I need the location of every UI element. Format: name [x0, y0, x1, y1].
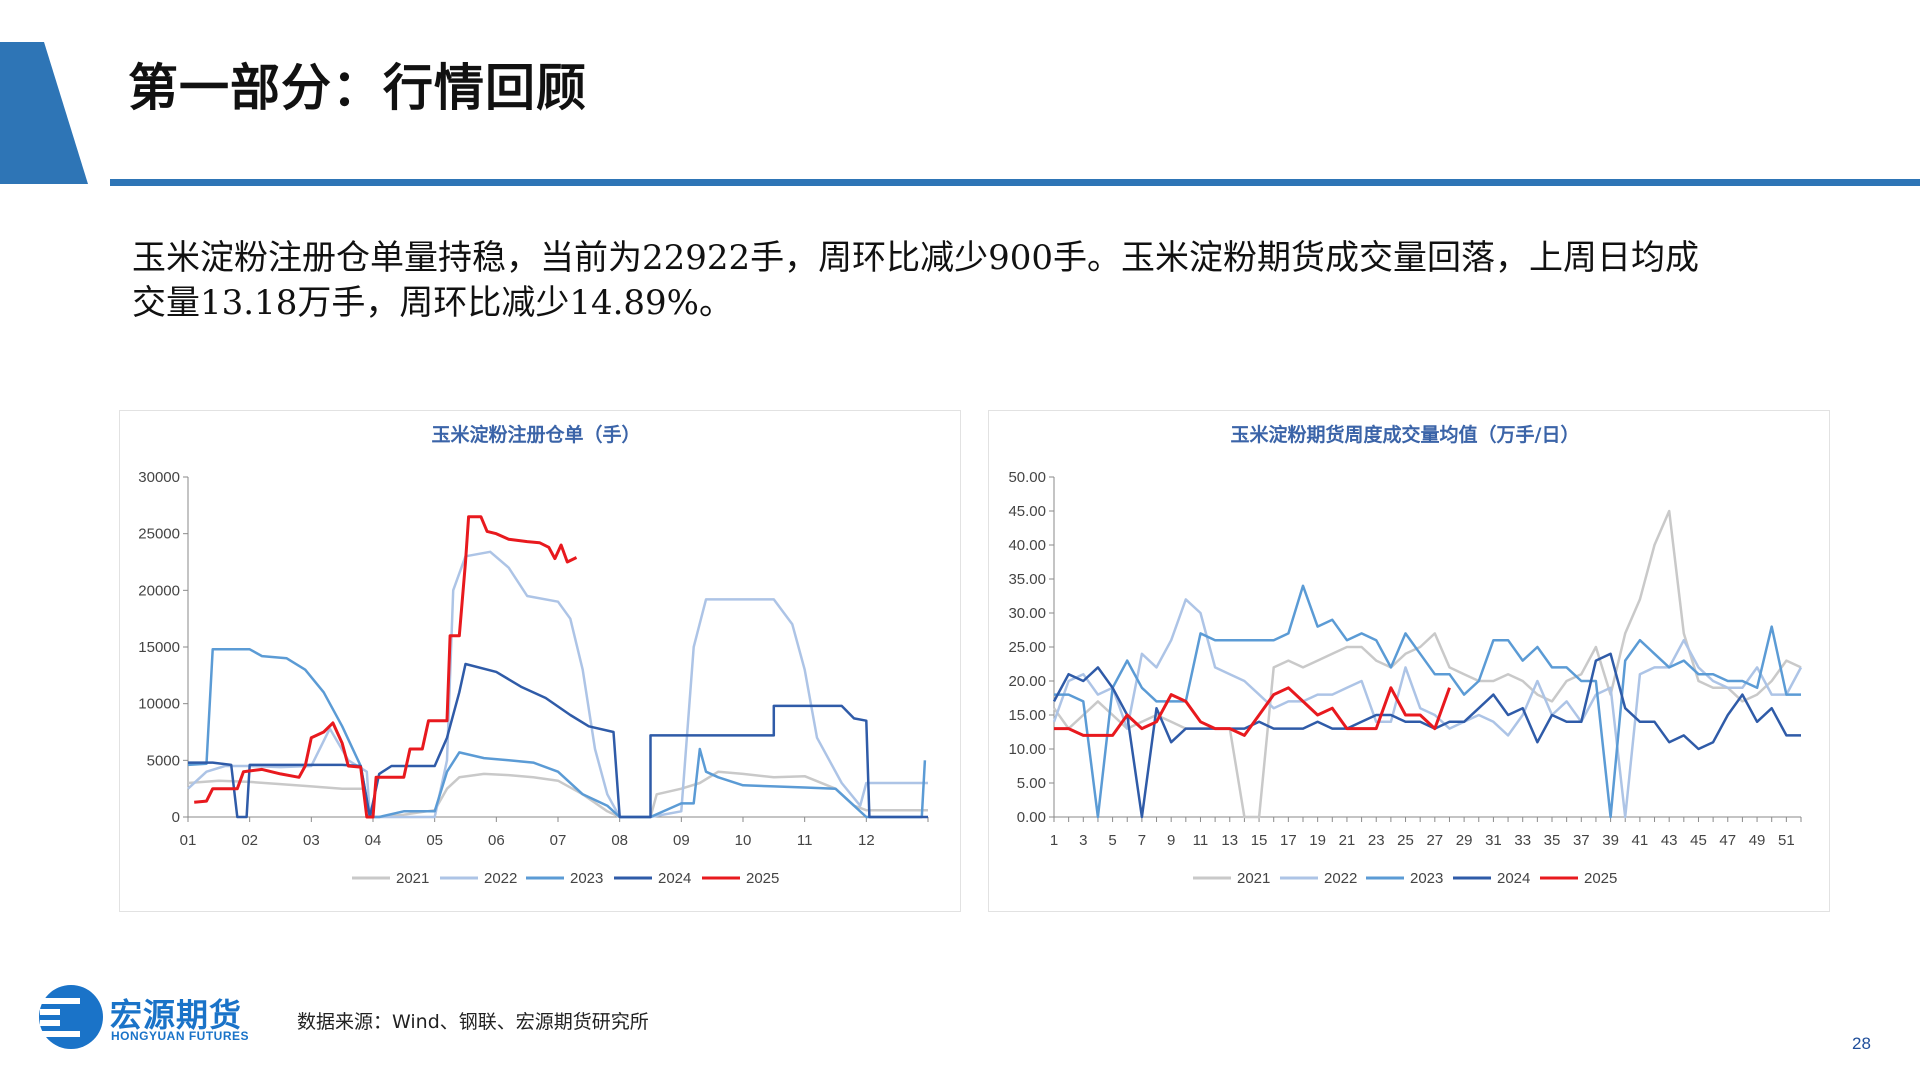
series-line-2021: [1052, 509, 1802, 819]
x-tick-label: 21: [1339, 832, 1356, 849]
page-title: 第一部分：行情回顾: [128, 59, 587, 117]
y-tick-label: 0.00: [1017, 809, 1046, 826]
series-line-2022: [187, 550, 928, 819]
y-tick-label: 15.00: [1008, 707, 1046, 724]
x-tick-label: 02: [241, 832, 258, 849]
x-tick-label: 15: [1251, 832, 1268, 849]
series-line-2024: [1052, 652, 1801, 819]
chart-weekly-volume-svg: 玉米淀粉期货周度成交量均值（万手/日） 0.00 5.00 10.00 15.00 20.…: [1008, 423, 1803, 887]
x-tick-label: 17: [1280, 832, 1297, 849]
y-tick-label: 20.00: [1008, 673, 1046, 690]
chart-title: 玉米淀粉注册仓单（手）: [431, 423, 640, 446]
y-tick-label: 30.00: [1008, 605, 1046, 622]
series-line-2021: [187, 770, 928, 819]
x-tick-label: 12: [858, 832, 875, 849]
legend-label-2024: 2024: [1497, 870, 1530, 887]
summary-line-2: 交量13.18万手，周环比减少14.89%。: [132, 283, 733, 323]
header-accent-tab: [0, 42, 88, 184]
series-line-2024: [188, 662, 928, 819]
x-tick-label: 31: [1485, 832, 1502, 849]
x-tick-label: 06: [488, 832, 505, 849]
y-tick-label: 5.00: [1017, 775, 1046, 792]
legend-label-2023: 2023: [1410, 870, 1443, 887]
header-divider: [110, 179, 1920, 186]
x-tick-label: 13: [1221, 832, 1238, 849]
chart-weekly-volume: 玉米淀粉期货周度成交量均值（万手/日） 0.00 5.00 10.00 15.00 20.…: [988, 410, 1830, 912]
x-tick-label: 10: [735, 832, 752, 849]
y-tick-label: 10000: [138, 696, 180, 713]
summary-line-1: 玉米淀粉注册仓单量持稳，当前为22922手，周环比减少900手。玉米淀粉期货成交…: [132, 238, 1700, 278]
x-tick-label: 7: [1138, 832, 1146, 849]
series-line-2023: [187, 648, 927, 819]
x-tick-label: 04: [365, 832, 382, 849]
legend-label-2025: 2025: [746, 870, 779, 887]
x-tick-label: 1: [1050, 832, 1058, 849]
legend-label-2025: 2025: [1584, 870, 1617, 887]
y-tick-label: 20000: [138, 582, 180, 599]
x-tick-label: 29: [1456, 832, 1473, 849]
summary-text: 玉米淀粉注册仓单量持稳，当前为22922手，周环比减少900手。玉米淀粉期货成交…: [132, 236, 1772, 326]
chart-title: 玉米淀粉期货周度成交量均值（万手/日）: [1231, 423, 1580, 446]
y-tick-label: 5000: [147, 752, 180, 769]
chart-warehouse-receipts-svg: 玉米淀粉注册仓单（手） 0 5000 10000 15000 20000 25000 3000…: [138, 423, 929, 887]
company-logo-icon: [39, 985, 103, 1049]
legend-label-2021: 2021: [1237, 870, 1270, 887]
x-tick-label: 25: [1397, 832, 1414, 849]
logo-text-cn: 宏源期货: [110, 996, 243, 1034]
x-tick-label: 37: [1573, 832, 1590, 849]
x-tick-label: 07: [550, 832, 567, 849]
y-tick-label: 50.00: [1008, 469, 1046, 486]
data-source-note: 数据来源：Wind、钢联、宏源期货研究所: [297, 1011, 649, 1033]
logo-text-en: HONGYUAN FUTURES: [111, 1029, 250, 1043]
x-tick-label: 45: [1690, 832, 1707, 849]
x-tick-label: 49: [1749, 832, 1766, 849]
y-tick-label: 35.00: [1008, 571, 1046, 588]
x-tick-label: 11: [797, 832, 813, 849]
x-tick-label: 01: [180, 832, 197, 849]
x-tick-label: 23: [1368, 832, 1385, 849]
x-tick-label: 05: [426, 832, 443, 849]
legend-label-2023: 2023: [570, 870, 603, 887]
y-tick-label: 15000: [138, 639, 180, 656]
series-line-2022: [1052, 598, 1803, 819]
chart-warehouse-receipts: 玉米淀粉注册仓单（手） 0 5000 10000 15000 20000 25000 3000…: [119, 410, 961, 912]
x-tick-label: 11: [1193, 832, 1209, 849]
x-tick-label: 47: [1719, 832, 1736, 849]
x-tick-label: 35: [1544, 832, 1561, 849]
y-tick-label: 45.00: [1008, 503, 1046, 520]
series-line-2025: [1054, 686, 1451, 737]
y-tick-label: 25.00: [1008, 639, 1046, 656]
x-tick-label: 3: [1079, 832, 1087, 849]
x-tick-label: 27: [1426, 832, 1443, 849]
y-tick-label: 40.00: [1008, 537, 1046, 554]
y-tick-label: 25000: [138, 526, 180, 543]
x-tick-label: 9: [1167, 832, 1175, 849]
x-tick-label: 09: [673, 832, 690, 849]
x-tick-label: 43: [1661, 832, 1678, 849]
x-tick-label: 08: [611, 832, 628, 849]
legend-label-2021: 2021: [396, 870, 429, 887]
x-tick-label: 5: [1108, 832, 1116, 849]
series-line-2023: [1054, 584, 1801, 819]
y-tick-label: 0: [172, 809, 180, 826]
legend-label-2024: 2024: [658, 870, 691, 887]
page-number: 28: [1852, 1034, 1871, 1053]
x-tick-label: 39: [1602, 832, 1619, 849]
x-tick-label: 51: [1778, 832, 1795, 849]
legend-label-2022: 2022: [1324, 870, 1357, 887]
x-tick-label: 41: [1632, 832, 1649, 849]
x-tick-label: 03: [303, 832, 320, 849]
x-tick-label: 33: [1514, 832, 1531, 849]
x-tick-label: 19: [1309, 832, 1326, 849]
y-tick-label: 30000: [138, 469, 180, 486]
legend-label-2022: 2022: [484, 870, 517, 887]
series-line-2025: [194, 515, 578, 819]
y-tick-label: 10.00: [1008, 741, 1046, 758]
